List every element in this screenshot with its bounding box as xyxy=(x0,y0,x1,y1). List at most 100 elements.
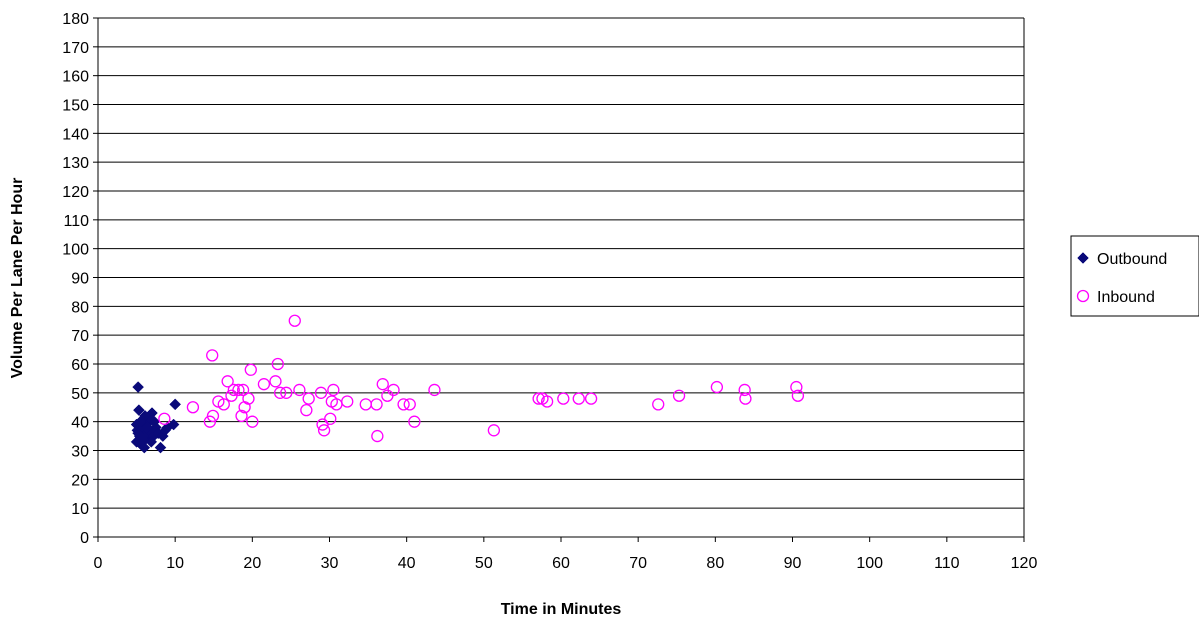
inbound-point xyxy=(341,395,354,408)
inbound-point xyxy=(206,409,220,423)
inbound-point xyxy=(302,392,315,405)
series-inbound xyxy=(158,314,805,443)
x-tick-label: 100 xyxy=(856,555,883,572)
inbound-point xyxy=(246,415,259,428)
outbound-point xyxy=(136,433,148,445)
inbound-point xyxy=(408,415,421,428)
y-tick-label: 180 xyxy=(62,11,89,28)
y-tick-label: 50 xyxy=(71,386,89,403)
y-tick-label: 80 xyxy=(71,299,89,316)
x-tick-label: 20 xyxy=(243,555,261,572)
inbound-point xyxy=(376,378,389,391)
axes xyxy=(93,17,1025,542)
inbound-point xyxy=(532,392,545,405)
x-axis-title: Time in Minutes xyxy=(501,601,622,618)
x-tick-label: 50 xyxy=(475,555,493,572)
inbound-point xyxy=(584,392,598,405)
outbound-point xyxy=(139,410,151,422)
y-tick-label: 160 xyxy=(62,69,89,86)
inbound-point xyxy=(710,380,724,394)
inbound-point xyxy=(221,375,234,388)
inbound-point xyxy=(273,386,287,399)
series-outbound xyxy=(130,381,182,454)
x-tick-label: 10 xyxy=(166,555,184,572)
legend-marker-inbound xyxy=(1076,289,1090,303)
inbound-point xyxy=(572,392,585,405)
inbound-point xyxy=(672,389,686,402)
y-tick-label: 130 xyxy=(62,155,89,172)
inbound-point xyxy=(269,375,282,388)
y-tick-labels: 0 10 20 30 40 50 60 70 80 90 100 110 120 130 140 150 160… xyxy=(62,11,89,547)
inbound-point xyxy=(186,401,200,414)
inbound-point xyxy=(316,418,329,431)
inbound-point xyxy=(288,314,301,327)
outbound-point xyxy=(133,404,145,416)
inbound-point xyxy=(557,392,570,405)
y-axis-title: Volume Per Lane Per Hour xyxy=(9,178,26,379)
outbound-point xyxy=(167,418,180,431)
gridlines xyxy=(98,17,1024,509)
outbound-point xyxy=(154,441,167,454)
x-tick-label: 60 xyxy=(552,555,570,572)
y-tick-label: 0 xyxy=(80,530,89,547)
y-tick-label: 90 xyxy=(71,271,89,288)
y-tick-label: 30 xyxy=(71,444,89,461)
inbound-point xyxy=(327,383,340,397)
inbound-point xyxy=(359,398,372,411)
x-tick-label: 30 xyxy=(321,555,339,572)
inbound-point xyxy=(227,383,240,397)
inbound-point xyxy=(232,383,245,397)
inbound-point xyxy=(370,398,383,411)
inbound-point xyxy=(397,398,410,411)
x-tick-label: 110 xyxy=(934,555,960,572)
legend-label-inbound: Inbound xyxy=(1097,289,1155,306)
inbound-point xyxy=(158,412,171,425)
y-tick-label: 170 xyxy=(62,40,89,57)
inbound-point xyxy=(403,398,416,411)
legend-label-outbound: Outbound xyxy=(1097,251,1167,268)
x-tick-label: 120 xyxy=(1011,555,1038,572)
inbound-point xyxy=(244,363,257,376)
y-tick-label: 10 xyxy=(71,501,89,518)
inbound-point xyxy=(387,383,400,397)
data-points xyxy=(130,314,805,454)
y-tick-label: 150 xyxy=(62,98,89,115)
inbound-point xyxy=(217,398,230,411)
legend-marker-outbound xyxy=(1077,252,1089,264)
inbound-point xyxy=(652,398,665,411)
inbound-point xyxy=(235,409,248,423)
inbound-point xyxy=(317,424,331,437)
inbound-point xyxy=(540,395,554,408)
legend: Outbound Inbound xyxy=(1070,235,1199,317)
y-tick-label: 120 xyxy=(62,184,89,201)
inbound-point xyxy=(324,412,337,425)
inbound-point xyxy=(206,349,219,362)
inbound-point xyxy=(314,386,328,399)
y-tick-label: 20 xyxy=(71,472,89,489)
inbound-point xyxy=(738,383,751,397)
y-tick-label: 60 xyxy=(71,357,89,374)
inbound-point xyxy=(203,415,217,428)
inbound-point xyxy=(371,429,384,443)
outbound-point xyxy=(148,415,161,428)
inbound-point xyxy=(236,383,250,397)
outbound-point xyxy=(132,381,144,393)
y-tick-label: 70 xyxy=(71,328,89,345)
outbound-point xyxy=(145,435,158,448)
legend-box xyxy=(1070,235,1199,317)
inbound-point xyxy=(293,383,306,397)
x-tick-label: 0 xyxy=(94,555,103,572)
inbound-point xyxy=(271,357,284,371)
inbound-point xyxy=(791,389,805,402)
inbound-point xyxy=(739,392,752,405)
inbound-point xyxy=(790,380,803,394)
x-tick-label: 80 xyxy=(706,555,724,572)
inbound-point xyxy=(257,378,271,391)
x-tick-label: 40 xyxy=(398,555,416,572)
y-tick-label: 110 xyxy=(63,213,89,230)
x-tick-label: 70 xyxy=(629,555,647,572)
outbound-point xyxy=(169,398,182,411)
y-tick-label: 140 xyxy=(62,126,89,143)
inbound-point xyxy=(280,386,293,399)
